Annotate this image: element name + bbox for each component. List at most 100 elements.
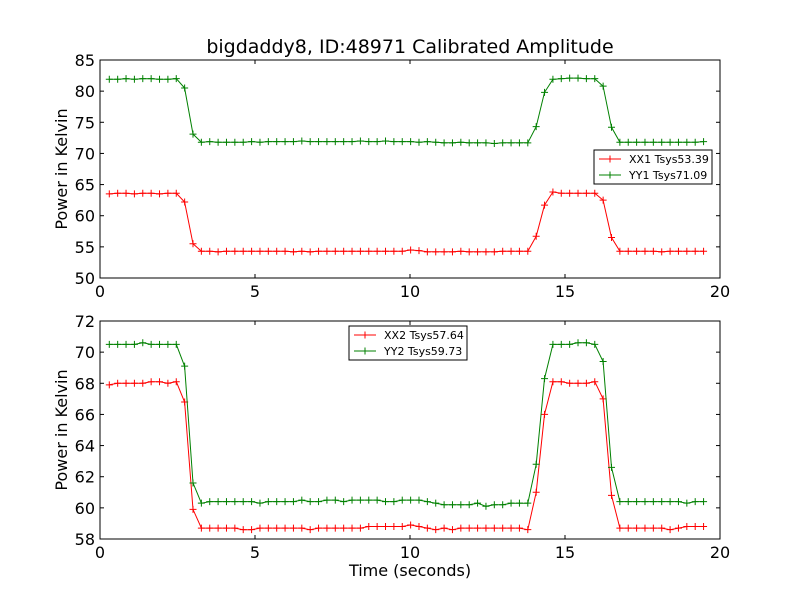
data-point-marker [340,138,348,146]
data-point-marker [130,340,138,348]
data-point-marker [306,526,314,534]
data-point-marker [608,491,615,499]
data-point-marker [164,379,172,387]
data-point-marker [323,496,331,504]
x-tick-label: 0 [95,282,105,301]
data-point-marker [507,247,515,255]
data-point-marker [323,138,331,146]
data-point-marker [105,340,113,348]
data-point-marker [398,247,406,255]
data-point-marker [147,75,155,83]
data-point-marker [448,248,456,256]
legend-label: YY2 Tsys59.73 [383,345,462,358]
y-tick-label: 65 [75,176,95,195]
data-point-marker [323,247,331,255]
legend-marker [606,155,614,163]
data-point-marker [289,498,297,506]
data-point-marker [340,247,348,255]
y-tick-label: 58 [75,530,95,549]
data-point-marker [206,524,214,532]
data-point-marker [448,501,456,509]
data-point-marker [574,189,582,197]
x-axis-label: Time (seconds) [348,561,471,580]
data-point-marker [105,381,113,389]
data-point-marker [340,498,348,506]
data-point-marker [390,138,398,146]
data-point-marker [390,498,398,506]
data-point-marker [683,499,691,507]
data-point-marker [423,248,431,256]
data-point-marker [214,498,222,506]
data-point-marker [273,138,281,146]
data-point-marker [331,496,339,504]
data-point-marker [499,524,507,532]
data-point-marker [633,498,641,506]
data-point-marker [365,523,373,531]
y-tick-label: 75 [75,113,95,132]
data-point-marker [197,524,205,532]
data-point-marker [440,139,448,147]
data-point-marker [557,189,565,197]
data-point-marker [691,247,699,255]
data-point-marker [507,499,515,507]
data-point-marker [574,339,582,347]
data-point-marker [524,499,532,507]
data-point-marker [206,498,214,506]
data-point-marker [365,138,373,146]
data-point-marker [331,524,339,532]
data-point-marker [231,498,239,506]
data-point-marker [666,498,674,506]
data-point-marker [122,379,130,387]
y-tick-label: 70 [75,144,95,163]
data-point-marker [432,499,440,507]
data-point-marker [256,524,264,532]
data-point-marker [616,247,624,255]
data-point-marker [557,340,565,348]
y-tick-label: 64 [75,437,95,456]
legend-box [593,149,713,185]
data-point-marker [566,189,574,197]
data-point-marker [683,523,691,531]
data-point-marker [566,74,574,82]
data-point-marker [490,524,498,532]
data-point-marker [515,139,523,147]
data-point-marker [206,247,214,255]
data-point-marker [641,247,649,255]
chart-title: bigdaddy8, ID:48971 Calibrated Amplitude [206,36,613,58]
data-point-marker [248,138,256,146]
data-point-marker [700,523,708,531]
data-point-marker [490,501,498,509]
data-point-marker [323,524,331,532]
data-point-marker [490,248,498,256]
data-point-marker [515,524,523,532]
data-point-marker [306,248,314,256]
data-point-marker [499,247,507,255]
legend-label: XX2 Tsys57.64 [384,329,464,342]
data-point-marker [222,138,230,146]
legend-marker [606,171,614,179]
data-point-marker [415,247,423,255]
data-point-marker [356,496,364,504]
data-point-marker [331,247,339,255]
data-point-marker [189,505,197,513]
data-point-marker [499,501,507,509]
data-point-marker [356,524,364,532]
data-point-marker [683,138,691,146]
legend-box [348,325,468,361]
data-point-marker [365,496,373,504]
y-tick-label: 62 [75,468,95,487]
data-point-marker [566,379,574,387]
data-point-marker [197,138,205,146]
data-point-marker [658,524,666,532]
y-tick-label: 72 [75,312,95,331]
data-point-marker [423,524,431,532]
data-point-marker [532,488,540,496]
data-point-marker [365,247,373,255]
data-point-marker [608,463,615,471]
data-point-marker [147,189,155,197]
data-point-marker [465,501,473,509]
data-point-marker [398,138,406,146]
data-point-marker [130,379,138,387]
data-point-marker [382,247,390,255]
data-point-marker [231,247,239,255]
